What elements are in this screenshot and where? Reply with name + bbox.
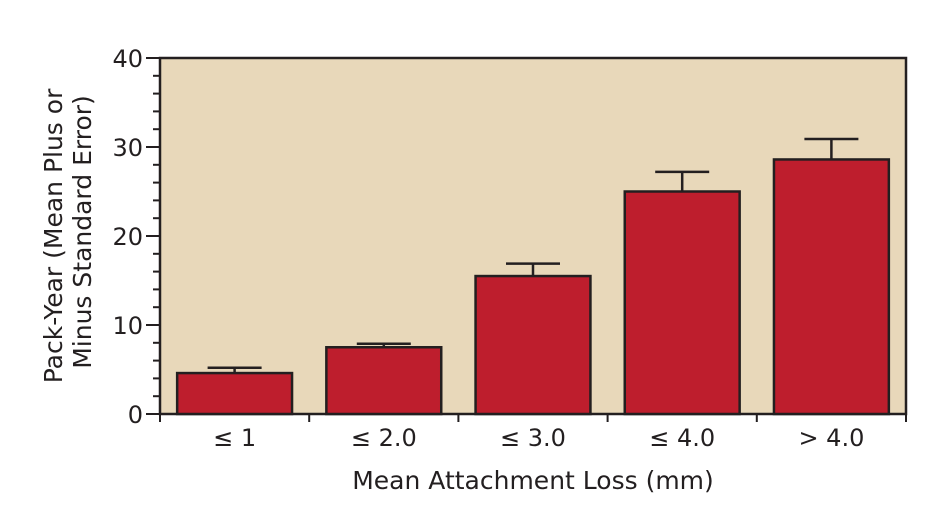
- axes-layer: [146, 57, 907, 422]
- bar: [474, 274, 592, 416]
- x-tick-label: ≤ 2.0: [351, 424, 417, 452]
- bars-layer: [175, 137, 891, 416]
- x-axis-title: Mean Attachment Loss (mm): [352, 466, 714, 495]
- y-tick-label: 10: [112, 312, 143, 340]
- bar: [175, 371, 294, 416]
- y-tick-label: 0: [128, 401, 143, 429]
- x-tick-label: ≤ 1: [213, 424, 256, 452]
- y-axis-title-line-1: Pack-Year (Mean Plus or: [39, 88, 68, 383]
- bar: [772, 158, 891, 416]
- x-tick-label: ≤ 3.0: [500, 424, 566, 452]
- y-axis-title: Pack-Year (Mean Plus or Minus Standard E…: [39, 81, 97, 384]
- labels-layer: ≤ 1 ≤ 2.0 ≤ 3.0 ≤ 4.0 > 4.0 0 10 20 30 40: [112, 45, 864, 452]
- y-axis-title-line-2: Minus Standard Error): [68, 95, 97, 369]
- x-tick-label: ≤ 4.0: [649, 424, 715, 452]
- bar: [623, 190, 741, 416]
- bar: [325, 346, 443, 416]
- y-tick-label: 30: [112, 134, 143, 162]
- x-tick-label: > 4.0: [798, 424, 864, 452]
- y-tick-label: 20: [112, 223, 143, 251]
- y-tick-label: 40: [112, 45, 143, 73]
